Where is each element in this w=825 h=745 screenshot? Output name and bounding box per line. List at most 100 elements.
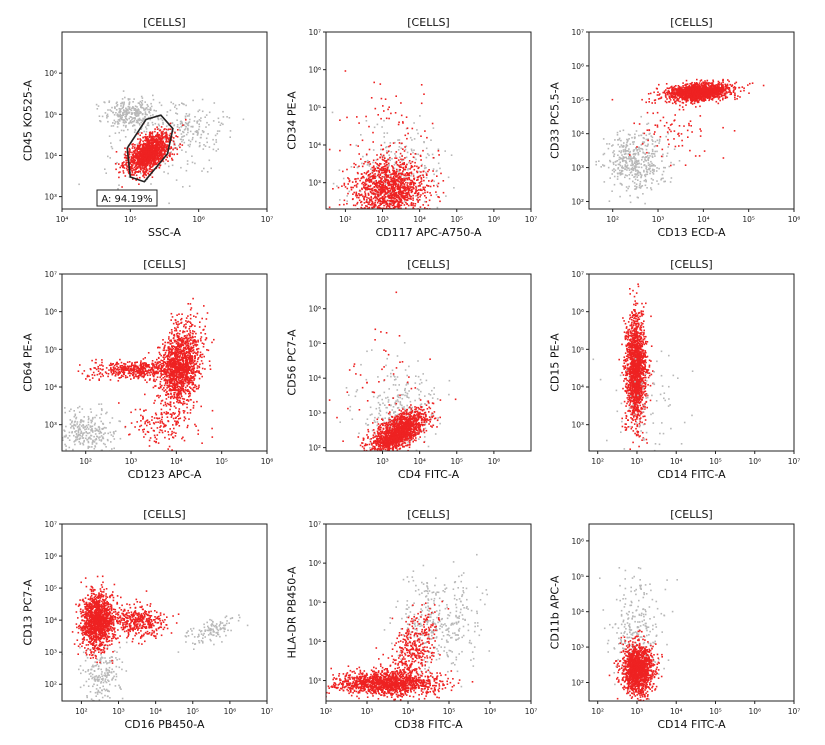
event-dot [151,159,154,162]
event-dot [387,150,390,152]
event-dot [372,177,374,180]
event-dot [389,180,392,183]
event-dot [143,166,145,169]
event-dot [651,162,653,165]
event-dot [632,153,635,156]
event-dot [389,183,391,185]
event-dot [621,184,623,186]
event-dot [156,132,159,134]
event-dot [380,181,382,184]
event-dot [357,177,359,180]
event-dot [634,175,636,178]
event-dot [385,196,387,198]
event-dot [389,159,391,162]
event-dot [137,161,139,164]
event-dot [161,153,163,155]
event-dot [453,187,455,189]
event-dot [406,219,408,221]
event-dot [373,203,376,206]
event-dot [139,111,142,113]
event-dot [371,169,374,172]
event-dot [379,203,382,205]
event-dot [621,166,623,169]
event-dot [130,158,132,161]
event-dot [347,192,349,195]
event-dot [410,198,412,200]
event-dot [145,160,147,163]
event-dot [618,137,621,140]
event-dot [412,156,415,158]
event-dot [136,167,139,170]
event-dot [365,205,367,207]
event-dot [395,95,397,97]
event-dot [404,189,407,192]
event-dot [399,178,402,181]
event-dot [142,136,144,139]
event-dot [367,185,370,187]
event-dot [377,167,380,170]
event-dot [395,198,398,201]
event-dot [404,146,406,148]
event-dot [396,185,399,187]
event-dot [397,179,399,182]
event-dot [384,98,387,100]
event-dot [170,147,173,149]
event-dot [417,132,419,135]
event-dot [651,102,653,104]
event-dot [125,107,127,110]
event-dot [402,220,404,222]
event-dot [727,79,729,81]
event-dot [125,109,128,111]
event-dot [159,143,162,145]
event-dot [192,125,194,128]
event-dot [152,141,154,144]
event-dot [651,143,654,145]
event-dot [138,147,141,150]
event-dot [217,148,219,150]
event-dot [710,90,712,93]
event-dot [611,169,614,172]
event-dot [378,165,381,167]
event-dot [653,145,656,148]
event-dot [215,141,218,143]
event-dot [390,184,392,186]
event-dot [413,184,415,186]
event-dot [131,121,134,123]
event-dot [220,122,223,125]
event-dot [393,192,395,194]
event-dot [647,168,650,171]
event-dot [436,206,439,209]
event-dot [153,138,156,140]
event-dot [394,153,396,155]
event-dot [159,145,161,148]
event-dot [406,174,409,176]
event-dot [158,167,161,169]
event-dot [633,136,636,138]
event-dot [363,186,365,188]
event-dot [392,200,395,202]
event-dot [398,146,401,148]
event-dot [166,156,168,159]
event-dot [398,172,400,175]
event-dot [112,125,115,127]
event-dot [141,120,144,123]
event-dot [385,203,387,206]
event-dot [187,131,189,134]
event-dot [646,145,648,147]
event-dot [406,203,408,205]
event-dot [138,153,141,156]
event-dot [350,166,353,168]
event-dot [147,141,150,144]
event-dot [652,140,654,142]
event-dot [383,110,385,112]
event-dot [202,148,205,150]
event-dot [383,136,385,138]
event-dot [143,118,146,120]
event-dot [131,160,134,162]
event-dot [612,151,614,154]
event-dot [368,165,371,167]
event-dot [628,138,630,140]
event-dot [636,149,638,152]
event-dot [145,149,147,151]
event-dot [138,156,140,159]
